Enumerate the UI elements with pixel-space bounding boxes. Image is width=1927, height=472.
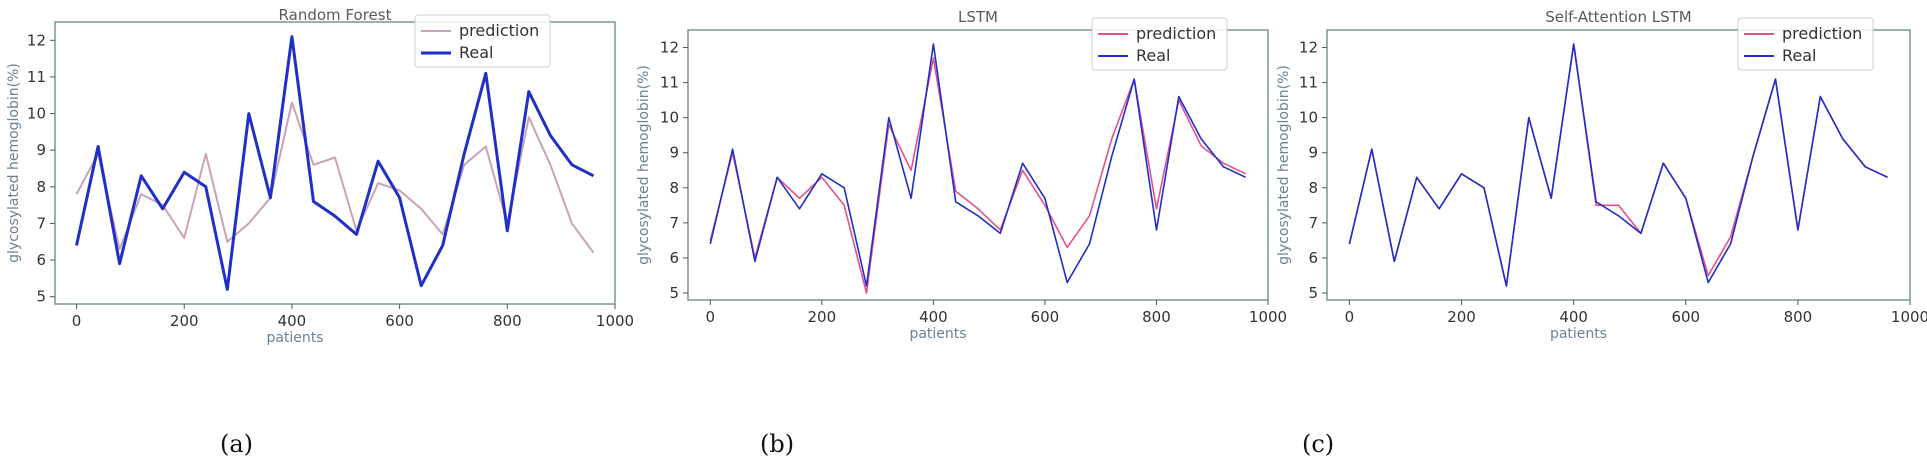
x-tick-label: 1000 bbox=[596, 312, 634, 330]
x-tick-label: 600 bbox=[1031, 308, 1060, 326]
x-tick-label: 0 bbox=[706, 308, 716, 326]
x-tick-label: 200 bbox=[808, 308, 837, 326]
y-tick-label: 12 bbox=[1299, 39, 1318, 57]
plot-frame bbox=[1326, 29, 1911, 301]
chart-lstm: LSTM 0 200 400 600 800 1000 5 6 7 8 9 10 11 12 patients… bbox=[636, 8, 1287, 342]
plot-frame bbox=[687, 29, 1269, 301]
y-tick-label: 11 bbox=[27, 68, 46, 86]
legend-entry: Real bbox=[1782, 46, 1817, 65]
legend-entry: prediction bbox=[459, 21, 539, 40]
x-tick-label: 800 bbox=[493, 312, 522, 330]
x-tick-label: 600 bbox=[385, 312, 414, 330]
y-tick-label: 6 bbox=[669, 249, 679, 267]
x-tick-label: 800 bbox=[1142, 308, 1171, 326]
y-tick-label: 7 bbox=[1308, 214, 1318, 232]
x-tick-label: 400 bbox=[919, 308, 948, 326]
x-tick-label: 800 bbox=[1784, 308, 1813, 326]
x-tick-label: 0 bbox=[1345, 308, 1355, 326]
y-tick-label: 8 bbox=[669, 179, 679, 197]
x-tick-label: 200 bbox=[170, 312, 199, 330]
x-tick-label: 600 bbox=[1671, 308, 1700, 326]
series-line-real bbox=[709, 43, 1247, 287]
chart-title: LSTM bbox=[958, 8, 998, 26]
x-tick-label: 200 bbox=[1447, 308, 1476, 326]
y-tick-label: 11 bbox=[660, 74, 679, 92]
y-tick-label: 8 bbox=[1308, 179, 1318, 197]
x-tick-label: 400 bbox=[1559, 308, 1588, 326]
series-line-real bbox=[1348, 43, 1888, 287]
y-axis-label: glycosylated hemoglobin(%) bbox=[636, 65, 652, 265]
x-tick-label: 0 bbox=[72, 312, 82, 330]
y-tick-label: 12 bbox=[27, 31, 46, 49]
y-tick-label: 6 bbox=[1308, 249, 1318, 267]
series-line-real bbox=[75, 35, 595, 291]
legend-entry: Real bbox=[1136, 46, 1171, 65]
y-tick-label: 9 bbox=[1308, 144, 1318, 162]
y-tick-label: 9 bbox=[36, 141, 46, 159]
y-tick-label: 9 bbox=[669, 144, 679, 162]
y-tick-label: 6 bbox=[36, 251, 46, 269]
y-tick-label: 5 bbox=[36, 288, 46, 306]
chart-self-attention-lstm: Self-Attention LSTM 0 200 400 600 800 1000 5 6 7 8… bbox=[1276, 8, 1927, 342]
plot-frame bbox=[54, 21, 616, 305]
legend-entry: Real bbox=[459, 43, 494, 62]
caption-a: (a) bbox=[220, 430, 254, 458]
y-axis-label: glycosylated hemoglobin(%) bbox=[6, 63, 22, 263]
legend-entry: prediction bbox=[1136, 24, 1216, 43]
x-tick-label: 1000 bbox=[1249, 308, 1287, 326]
chart-title: Random Forest bbox=[279, 6, 392, 24]
y-tick-label: 5 bbox=[1308, 284, 1318, 302]
x-tick-label: 1000 bbox=[1891, 308, 1927, 326]
caption-b: (b) bbox=[760, 430, 795, 458]
y-tick-label: 11 bbox=[1299, 74, 1318, 92]
caption-c: (c) bbox=[1302, 430, 1335, 458]
y-tick-label: 8 bbox=[36, 178, 46, 196]
y-axis-label: glycosylated hemoglobin(%) bbox=[1276, 65, 1292, 265]
y-tick-label: 10 bbox=[27, 105, 46, 123]
y-tick-label: 5 bbox=[669, 284, 679, 302]
y-tick-label: 10 bbox=[660, 109, 679, 127]
chart-random-forest: Random Forest 0 200 400 600 800 1000 5 6 7 8 9 10 11 1… bbox=[6, 6, 634, 346]
legend-entry: prediction bbox=[1782, 24, 1862, 43]
y-tick-label: 7 bbox=[36, 214, 46, 232]
x-axis-label: patients bbox=[266, 330, 323, 346]
y-tick-label: 12 bbox=[660, 39, 679, 57]
x-axis-label: patients bbox=[1550, 326, 1607, 342]
chart-title: Self-Attention LSTM bbox=[1545, 8, 1691, 26]
x-tick-label: 400 bbox=[278, 312, 307, 330]
y-tick-label: 7 bbox=[669, 214, 679, 232]
series-line-prediction bbox=[709, 57, 1247, 294]
x-axis-label: patients bbox=[909, 326, 966, 342]
y-tick-label: 10 bbox=[1299, 109, 1318, 127]
